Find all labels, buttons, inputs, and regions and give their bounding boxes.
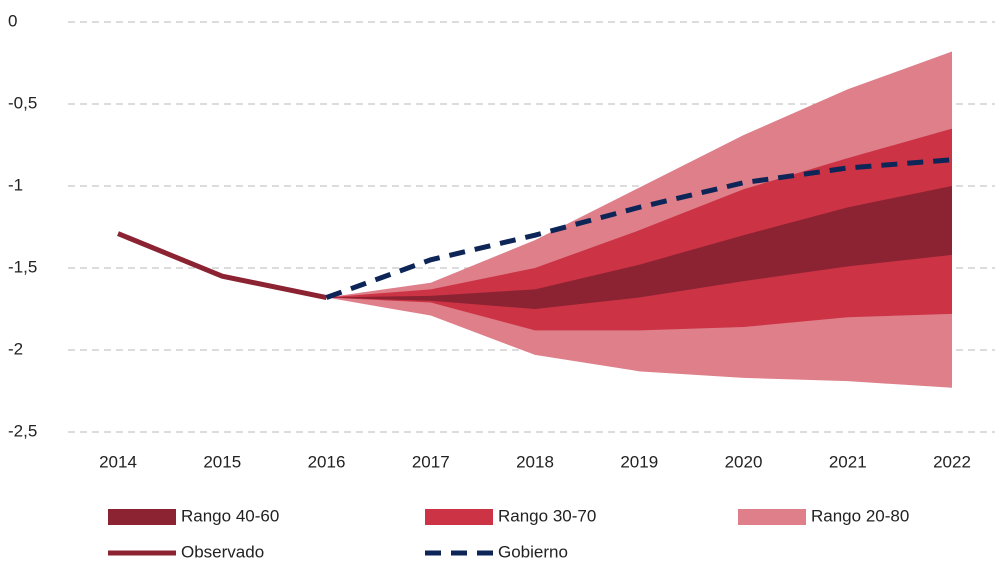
legend-label: Rango 20-80	[811, 506, 909, 525]
fan-band	[326, 186, 952, 309]
observed-line	[117, 231, 328, 300]
legend-swatch	[425, 509, 493, 525]
legend-swatch	[738, 509, 806, 525]
projection-line	[325, 157, 953, 300]
x-tick-label: 2019	[620, 452, 658, 471]
y-tick-label: -2,5	[8, 421, 37, 440]
x-tick-label: 2016	[308, 452, 346, 471]
x-tick-label: 2014	[99, 452, 137, 471]
x-tick-label: 2018	[516, 452, 554, 471]
y-tick-label: 0	[8, 11, 17, 30]
legend-label: Rango 30-70	[498, 506, 596, 525]
fan-band	[326, 128, 952, 331]
y-tick-label: -0,5	[8, 93, 37, 112]
x-tick-label: 2020	[725, 452, 763, 471]
x-tick-label: 2022	[933, 452, 971, 471]
y-tick-label: -2	[8, 339, 23, 358]
legend-swatch	[108, 509, 176, 525]
legend-label: Observado	[181, 542, 264, 561]
y-tick-label: -1	[8, 175, 23, 194]
legend-label: Rango 40-60	[181, 506, 279, 525]
x-tick-label: 2021	[829, 452, 867, 471]
x-tick-label: 2017	[412, 452, 450, 471]
x-tick-label: 2015	[203, 452, 241, 471]
y-tick-label: -1,5	[8, 257, 37, 276]
legend-label: Gobierno	[498, 542, 568, 561]
